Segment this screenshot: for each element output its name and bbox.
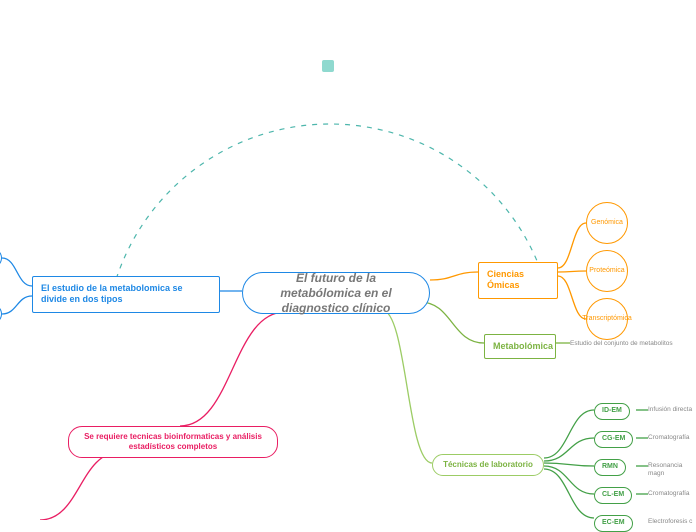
node-ecem[interactable]: EC-EM xyxy=(594,515,633,532)
node-genomica[interactable]: Genómica xyxy=(586,202,628,244)
node-bioinf[interactable]: Se requiere tecnicas bioinformaticas y a… xyxy=(68,426,278,458)
desc-cgem: Cromatografía xyxy=(648,434,690,442)
center-title: El futuro de la metabólomica en el diagn… xyxy=(261,271,411,316)
desc-rmn: Resonancia magn xyxy=(648,462,696,478)
node-rmn[interactable]: RMN xyxy=(594,459,626,476)
node-omicas[interactable]: Ciencias Ómicas xyxy=(478,262,558,299)
drag-handle[interactable] xyxy=(322,60,334,72)
desc-clem: Cromatografía xyxy=(648,490,690,498)
metab-leaf: Estudio del conjunto de metabolitos xyxy=(570,340,673,348)
node-idem[interactable]: ID-EM xyxy=(594,403,630,420)
node-tecnicas[interactable]: Técnicas de laboratorio xyxy=(432,454,544,476)
node-transcriptomica[interactable]: Transcriptómica xyxy=(586,298,628,340)
center-node[interactable]: El futuro de la metabólomica en el diagn… xyxy=(242,272,430,314)
desc-ecem: Electroforesis c xyxy=(648,518,692,526)
node-tipos[interactable]: El estudio de la metabolomica se divide … xyxy=(32,276,220,313)
left-stub-0[interactable] xyxy=(0,248,2,268)
node-proteomica[interactable]: Proteómica xyxy=(586,250,628,292)
node-metabolomica[interactable]: Metabolómica xyxy=(484,334,556,359)
node-cgem[interactable]: CG-EM xyxy=(594,431,633,448)
node-clem[interactable]: CL-EM xyxy=(594,487,632,504)
desc-idem: Infusión directa xyxy=(648,406,692,414)
left-stub-1[interactable] xyxy=(0,304,2,324)
